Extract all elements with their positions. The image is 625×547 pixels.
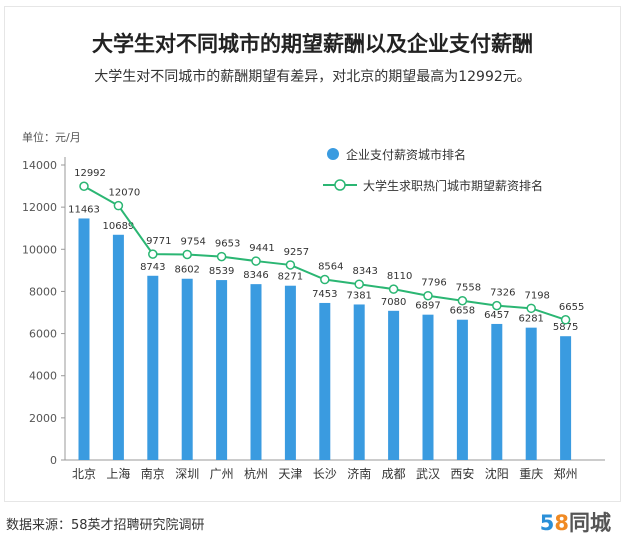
line-point	[320, 274, 330, 285]
line-value-label: 9441	[249, 243, 274, 254]
x-category-label: 深圳	[175, 467, 199, 481]
y-tick-label: 14000	[22, 159, 57, 172]
brand-logo: 58同城	[539, 511, 611, 535]
line-value-label: 8343	[352, 266, 377, 277]
legend-line-label: 大学生求职热门城市期望薪资排名	[363, 178, 543, 193]
bar	[78, 218, 90, 460]
x-category-label: 济南	[347, 466, 371, 481]
line-point	[388, 284, 399, 294]
line-value-label: 9771	[146, 236, 171, 247]
bar	[147, 275, 159, 460]
line-value-label: 7326	[490, 288, 515, 299]
legend-bar-label: 企业支付薪资城市排名	[346, 147, 466, 162]
bar-value-label: 10689	[102, 221, 134, 232]
line-point	[492, 300, 502, 311]
bar	[353, 304, 365, 460]
bar	[491, 323, 503, 460]
y-tick-label: 0	[50, 454, 57, 467]
bar	[250, 284, 262, 460]
x-category-label: 重庆	[519, 467, 543, 481]
x-category-label: 沈阳	[485, 466, 509, 481]
line-value-label: 7558	[456, 283, 481, 294]
bar	[181, 278, 193, 460]
bar	[216, 280, 228, 460]
line-point	[526, 303, 536, 314]
line-point	[113, 200, 124, 211]
bar	[112, 234, 124, 460]
line-value-label: 8564	[318, 262, 343, 273]
x-category-label: 郑州	[554, 466, 578, 481]
bar-value-label: 7080	[381, 297, 406, 308]
bar	[388, 310, 400, 460]
x-category-label: 南京	[141, 466, 165, 481]
bar-value-label: 8743	[140, 262, 165, 273]
line-point	[251, 256, 261, 266]
bar-value-label: 11463	[68, 204, 100, 215]
y-tick-label: 8000	[29, 285, 57, 298]
legend-line-marker	[334, 179, 346, 191]
y-tick-label: 10000	[22, 243, 57, 256]
x-category-label: 西安	[450, 466, 474, 481]
y-tick-label: 6000	[29, 328, 57, 341]
bar	[525, 327, 537, 460]
line-value-label: 7796	[421, 278, 446, 289]
line-point	[148, 249, 158, 259]
bar-value-label: 5875	[553, 322, 578, 333]
x-category-label: 北京	[72, 467, 96, 481]
y-tick-label: 2000	[29, 412, 57, 425]
line-point	[285, 260, 296, 270]
line-point	[457, 295, 468, 306]
x-category-label: 武汉	[416, 467, 440, 481]
line-value-label: 9754	[180, 236, 205, 247]
line-value-label: 9257	[284, 247, 309, 258]
x-category-label: 天津	[278, 467, 302, 481]
x-category-label: 杭州	[244, 466, 268, 481]
bar-value-label: 7381	[346, 290, 371, 301]
line-point	[79, 181, 89, 191]
bar	[456, 319, 468, 460]
line-value-label: 6655	[559, 302, 584, 313]
bar-value-label: 8539	[209, 266, 234, 277]
chart-title: 大学生对不同城市的期望薪酬以及企业支付薪酬	[92, 32, 533, 56]
line-point	[182, 249, 192, 260]
line-value-label: 12992	[74, 168, 106, 179]
line-value-label: 9653	[215, 239, 240, 250]
bar	[284, 285, 296, 460]
x-category-label: 广州	[210, 467, 234, 481]
x-category-label: 成都	[382, 467, 406, 481]
y-tick-label: 4000	[29, 370, 57, 383]
line-point	[560, 315, 571, 325]
chart-subtitle: 大学生对不同城市的薪酬期望有差异，对北京的期望最高为12992元。	[94, 69, 531, 85]
y-tick-label: 12000	[22, 201, 57, 214]
bar-value-label: 6457	[484, 310, 509, 321]
bar-value-label: 8602	[174, 265, 199, 276]
bar-value-label: 8271	[278, 272, 303, 283]
line-point	[216, 251, 227, 262]
bar-value-label: 6281	[518, 314, 543, 325]
y-axis-unit-label: 单位：元/月	[22, 131, 81, 144]
line-point	[354, 279, 364, 289]
line-value-label: 7198	[524, 290, 549, 301]
bar-value-label: 6658	[450, 306, 475, 317]
bar	[422, 314, 434, 460]
legend-bar-swatch	[327, 148, 339, 160]
bar-value-label: 8346	[243, 270, 268, 281]
chart-card	[4, 6, 621, 502]
bar-value-label: 7453	[312, 289, 337, 300]
bar-value-label: 6897	[415, 301, 440, 312]
x-category-label: 上海	[106, 466, 130, 481]
line-value-label: 12070	[108, 188, 140, 199]
line-value-label: 8110	[387, 271, 412, 282]
data-source-text: 数据来源：58英才招聘研究院调研	[6, 518, 205, 533]
bar	[560, 336, 572, 460]
bar	[319, 302, 331, 460]
x-category-label: 长沙	[313, 467, 337, 481]
line-point	[423, 290, 433, 301]
